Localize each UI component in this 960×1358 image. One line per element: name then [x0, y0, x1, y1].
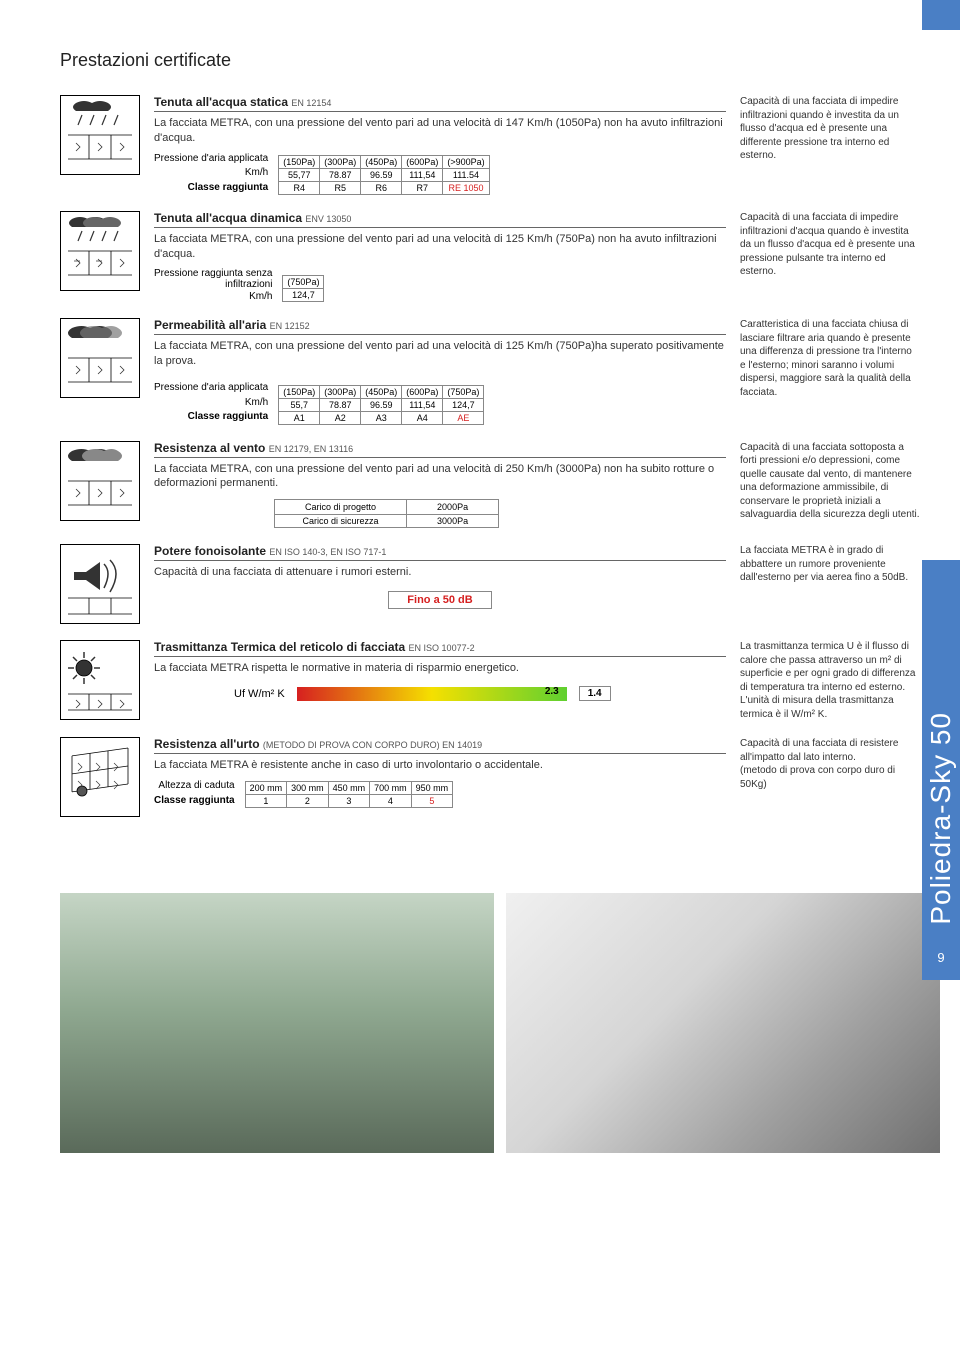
section-water-dynamic: Tenuta all'acqua dinamica ENV 13050 La f…: [60, 211, 920, 302]
page-title: Prestazioni certificate: [60, 50, 920, 71]
sound-icon: [60, 544, 140, 624]
s5-desc: La facciata METRA è in grado di abbatter…: [740, 544, 920, 624]
section-title: Tenuta all'acqua statica EN 12154: [154, 95, 726, 112]
s3-table: (150Pa)(300Pa)(450Pa)(600Pa)(750Pa) 55,7…: [278, 385, 484, 425]
section-body: La facciata METRA è resistente anche in …: [154, 758, 726, 773]
section-body: La facciata METRA, con una pressione del…: [154, 462, 726, 492]
wind-icon: [60, 441, 140, 521]
s7-desc: Capacità di una facciata di resistere al…: [740, 737, 920, 817]
section-title: Potere fonoisolante EN ISO 140-3, EN ISO…: [154, 544, 726, 561]
section-water-static: Tenuta all'acqua statica EN 12154 La fac…: [60, 95, 920, 195]
s4-desc: Capacità di una facciata sottoposta a fo…: [740, 441, 920, 529]
section-title: Resistenza all'urto (METODO DI PROVA CON…: [154, 737, 726, 754]
section-body: La facciata METRA, con una pressione del…: [154, 116, 726, 146]
page-number: 9: [937, 950, 944, 965]
s7-table: 200 mm300 mm450 mm700 mm950 mm 12345: [245, 781, 454, 808]
section-thermal: Trasmittanza Termica del reticolo di fac…: [60, 640, 920, 721]
rain-dynamic-icon: [60, 211, 140, 291]
section-body: La facciata METRA rispetta le normative …: [154, 661, 726, 676]
impact-icon: [60, 737, 140, 817]
acoustic-value: Fino a 50 dB: [388, 591, 491, 609]
photo-facade: [60, 893, 494, 1153]
section-wind-resistance: Resistenza al vento EN 12179, EN 13116 L…: [60, 441, 920, 529]
thermal-gradient: Uf W/m² K 2.3 1.4: [234, 686, 726, 701]
bottom-image-row: [0, 893, 960, 1183]
photo-profile-detail: [506, 893, 940, 1153]
section-acoustic: Potere fonoisolante EN ISO 140-3, EN ISO…: [60, 544, 920, 624]
s2-table: (750Pa) 124,7: [282, 275, 324, 302]
section-title: Resistenza al vento EN 12179, EN 13116: [154, 441, 726, 458]
section-title: Permeabilità all'aria EN 12152: [154, 318, 726, 335]
air-icon: [60, 318, 140, 398]
section-title: Tenuta all'acqua dinamica ENV 13050: [154, 211, 726, 228]
section-body: Capacità di una facciata di attenuare i …: [154, 565, 726, 580]
s1-desc: Capacità di una facciata di impedire inf…: [740, 95, 920, 195]
s1-table: (150Pa)(300Pa)(450Pa)(600Pa)(>900Pa) 55,…: [278, 155, 489, 195]
section-body: La facciata METRA, con una pressione del…: [154, 339, 726, 369]
rain-static-icon: [60, 95, 140, 175]
section-title: Trasmittanza Termica del reticolo di fac…: [154, 640, 726, 657]
s3-desc: Caratteristica di una facciata chiusa di…: [740, 318, 920, 424]
s6-desc: La trasmittanza termica U è il flusso di…: [740, 640, 920, 721]
s2-desc: Capacità di una facciata di impedire inf…: [740, 211, 920, 302]
section-impact: Resistenza all'urto (METODO DI PROVA CON…: [60, 737, 920, 817]
section-body: La facciata METRA, con una pressione del…: [154, 232, 726, 262]
s4-table: Carico di progetto2000Pa Carico di sicur…: [274, 499, 499, 528]
sun-icon: [60, 640, 140, 720]
section-air-permeability: Permeabilità all'aria EN 12152 La faccia…: [60, 318, 920, 424]
